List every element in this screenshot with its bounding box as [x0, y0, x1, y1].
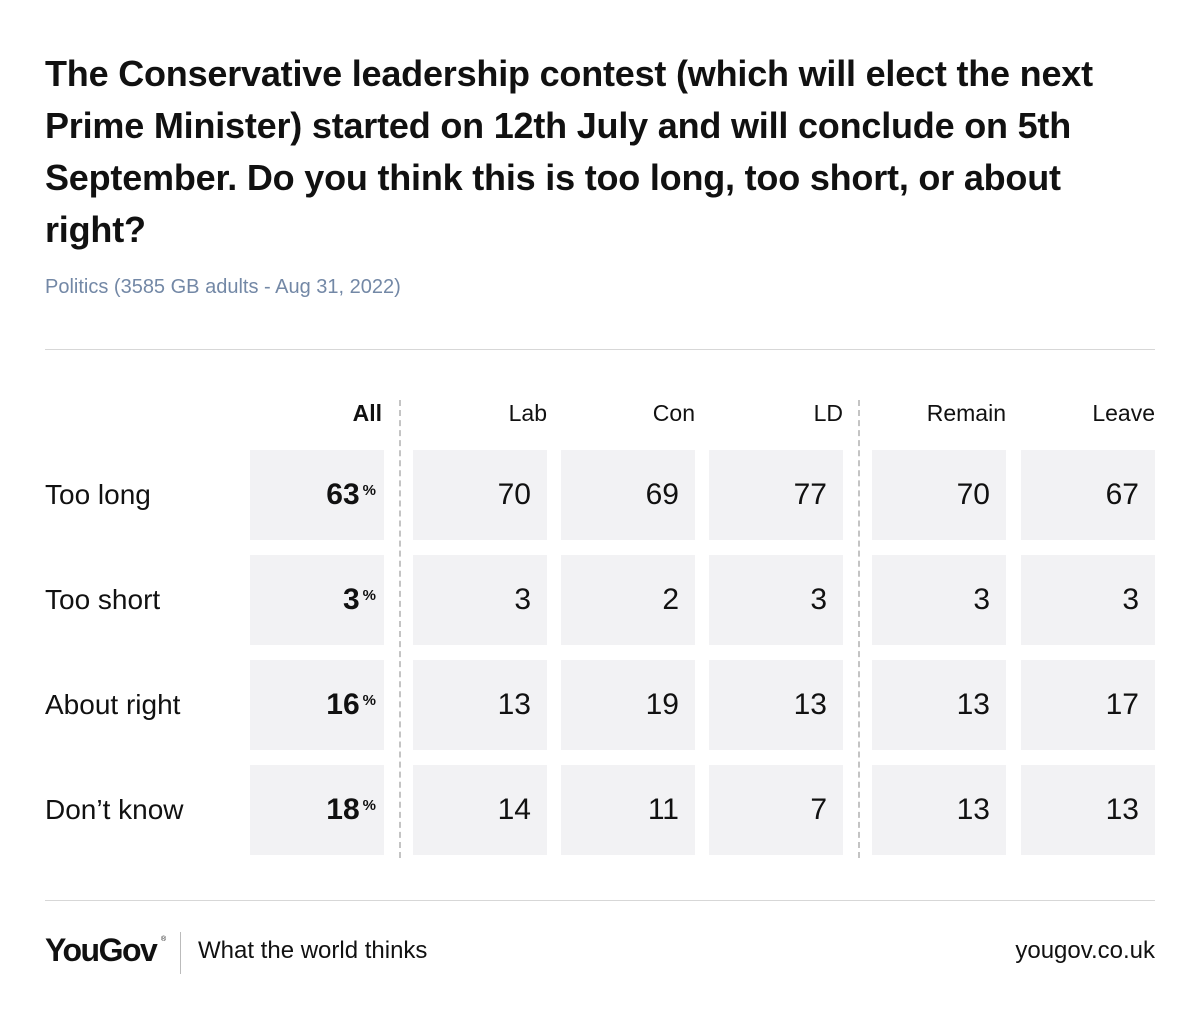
cell-value: 11: [647, 793, 679, 826]
cell-value: 19: [645, 688, 679, 721]
cell-value: 13: [956, 688, 990, 721]
table-cell: 14: [413, 765, 547, 855]
table-cell: 70: [413, 450, 547, 540]
cell-value: 13: [497, 688, 531, 721]
column-header-leave: Leave: [1092, 400, 1155, 426]
percent-sign: %: [362, 587, 376, 604]
chart-subtitle: Politics (3585 GB adults - Aug 31, 2022): [45, 276, 401, 298]
column-group-divider: [399, 400, 401, 858]
row-label-too-long: Too long: [45, 479, 151, 510]
table-cell: 63%: [250, 450, 384, 540]
cell-value: 3: [1122, 583, 1139, 616]
percent-sign: %: [362, 797, 376, 814]
registered-mark: ®: [161, 936, 167, 943]
brand-divider: [180, 932, 181, 974]
chart-title: The Conservative leadership contest (whi…: [45, 53, 1093, 250]
cell-value: 2: [662, 583, 679, 616]
table-cell: 3: [413, 555, 547, 645]
table-cell: 16%: [250, 660, 384, 750]
table-cell: 17: [1021, 660, 1155, 750]
cell-value: 13: [956, 793, 990, 826]
column-group-divider: [858, 400, 860, 858]
cell-value: 3: [973, 583, 990, 616]
column-header-lab: Lab: [508, 400, 547, 426]
column-header-con: Con: [652, 400, 695, 426]
cell-value: 3: [514, 583, 531, 616]
table-cell: 2: [561, 555, 695, 645]
row-label-don-t-know: Don’t know: [45, 794, 184, 825]
cell-value: 67: [1105, 478, 1139, 511]
column-header-all: All: [352, 400, 382, 426]
table-cell: 13: [413, 660, 547, 750]
table-cell: 3%: [250, 555, 384, 645]
cell-value: 13: [1105, 793, 1139, 826]
table-cell: 3: [709, 555, 843, 645]
table-cell: 77: [709, 450, 843, 540]
cell-value: 70: [497, 478, 531, 511]
row-label-about-right: About right: [45, 689, 181, 720]
table-cell: 7: [709, 765, 843, 855]
bottom-divider: [45, 900, 1155, 901]
table-cell: 19: [561, 660, 695, 750]
table-cell: 11: [561, 765, 695, 855]
cell-value: 18: [326, 793, 360, 826]
top-divider: [45, 349, 1155, 350]
cell-value: 7: [810, 793, 827, 826]
row-label-too-short: Too short: [45, 584, 161, 615]
table-cell: 13: [709, 660, 843, 750]
cell-value: 69: [645, 478, 679, 511]
cell-value: 77: [793, 478, 827, 511]
percent-sign: %: [362, 692, 376, 709]
cell-value: 13: [793, 688, 827, 721]
cell-value: 16: [326, 688, 360, 721]
yougov-logo[interactable]: YouGov: [45, 932, 158, 968]
cell-value: 3: [342, 583, 360, 616]
cell-value: 14: [497, 793, 531, 826]
cell-value: 63: [326, 478, 360, 511]
site-link[interactable]: yougov.co.uk: [1015, 937, 1155, 964]
tagline: What the world thinks: [198, 937, 428, 964]
cell-value: 3: [810, 583, 827, 616]
column-header-ld: LD: [813, 400, 843, 426]
table-cell: 3: [872, 555, 1006, 645]
table-cell: 67: [1021, 450, 1155, 540]
cell-value: 17: [1105, 688, 1139, 721]
table-cell: 3: [1021, 555, 1155, 645]
table-cell: 18%: [250, 765, 384, 855]
table-cell: 13: [872, 660, 1006, 750]
column-header-remain: Remain: [926, 400, 1006, 426]
table-cell: 70: [872, 450, 1006, 540]
cell-value: 70: [956, 478, 990, 511]
table-cell: 13: [1021, 765, 1155, 855]
table-cell: 69: [561, 450, 695, 540]
table-cell: 13: [872, 765, 1006, 855]
percent-sign: %: [362, 482, 376, 499]
